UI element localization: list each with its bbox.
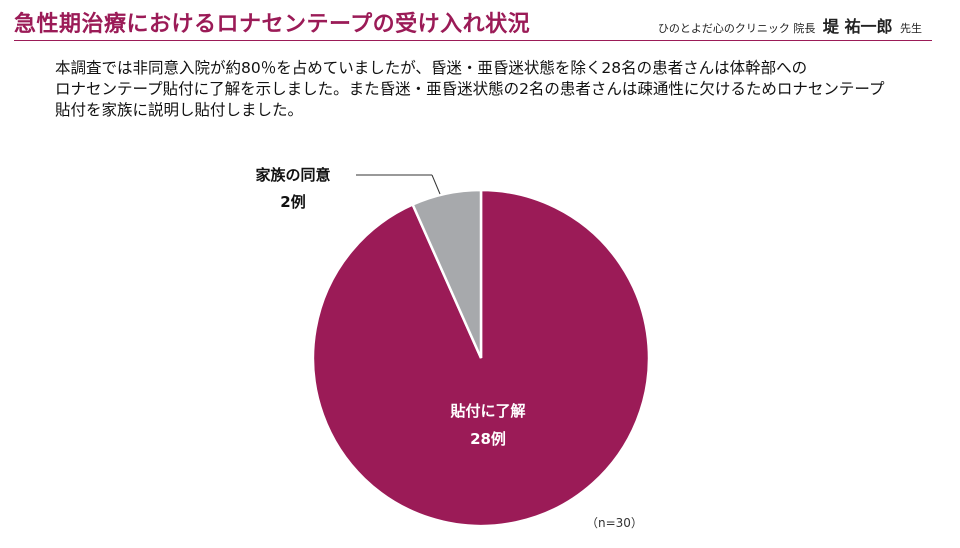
presenter-name: 堤 祐一郎 bbox=[822, 17, 893, 36]
presenter-role: 院長 bbox=[793, 22, 816, 35]
title-divider bbox=[14, 40, 932, 41]
slice-value-patch-accepted: 28例 bbox=[470, 430, 506, 448]
clinic-name: ひのとよだ心のクリニック bbox=[657, 22, 790, 35]
sample-size-note: （n=30） bbox=[586, 516, 643, 530]
presenter-byline: ひのとよだ心のクリニック 院長 堤 祐一郎 先生 bbox=[658, 13, 922, 37]
pie-slice-family-consent bbox=[411, 188, 483, 359]
pie-slices bbox=[311, 188, 651, 528]
presenter-suffix: 先生 bbox=[900, 22, 922, 35]
intro-line-2: ロナセンテープ貼付に了解を示しました。また昏迷・亜昏迷状態の2名の患者さんは疎通… bbox=[55, 80, 885, 98]
intro-line-3: 貼付を家族に説明し貼付しました。 bbox=[55, 101, 304, 119]
slice-label-family-consent: 家族の同意 bbox=[255, 166, 330, 184]
intro-line-1: 本調査では非同意入院が約80％を占めていましたが、昏迷・亜昏迷状態を除く28名の… bbox=[55, 59, 808, 77]
callout-leader-diagonal bbox=[431, 174, 441, 195]
slice-value-family-consent: 2例 bbox=[280, 193, 305, 211]
intro-text: 本調査では非同意入院が約80％を占めていましたが、昏迷・亜昏迷状態を除く28名の… bbox=[55, 58, 935, 121]
page-title: 急性期治療におけるロナセンテープの受け入れ状況 bbox=[14, 12, 531, 37]
slice-label-patch-accepted: 貼付に了解 bbox=[450, 402, 525, 420]
